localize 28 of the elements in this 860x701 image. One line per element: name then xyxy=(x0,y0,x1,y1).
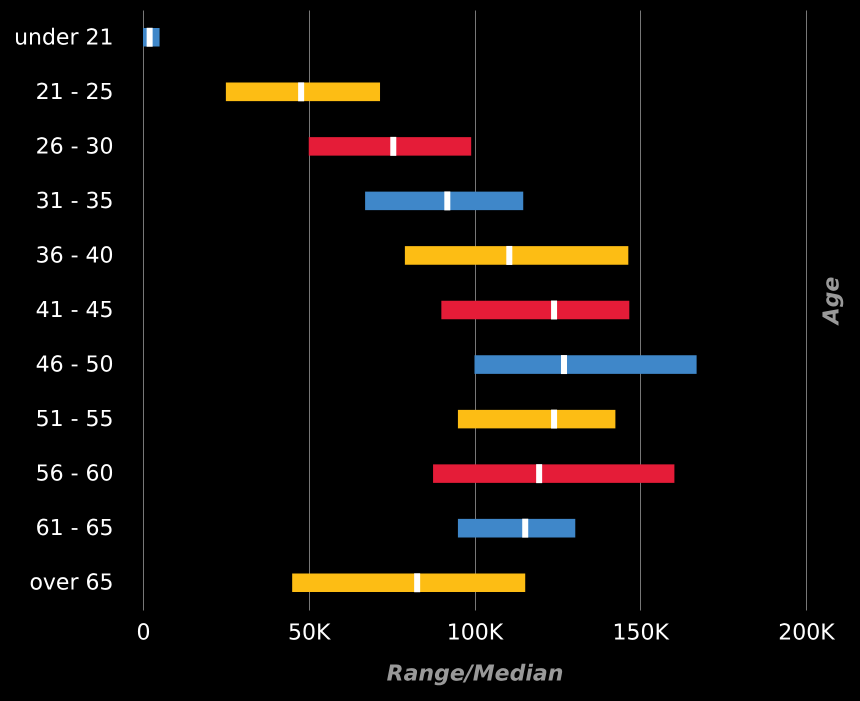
x-tick-label: 50K xyxy=(288,620,332,646)
y-tick-label: 21 - 25 xyxy=(36,80,114,105)
bar xyxy=(308,137,472,156)
bar xyxy=(441,300,630,320)
y-tick-label: 41 - 45 xyxy=(36,298,114,323)
bar xyxy=(292,573,526,592)
bar xyxy=(474,355,697,374)
x-tick-label: 0 xyxy=(136,620,150,646)
x-tick-label: 200K xyxy=(778,620,836,646)
y-axis-title: Age xyxy=(820,276,844,326)
y-tick-label: over 65 xyxy=(29,570,114,596)
y-tick-label: 61 - 65 xyxy=(36,516,114,542)
x-tick-label: 100K xyxy=(446,620,504,646)
bar xyxy=(433,464,674,483)
x-tick-label: 150K xyxy=(612,620,670,646)
y-tick-label: 56 - 60 xyxy=(36,462,114,487)
bar xyxy=(404,246,628,265)
y-tick-label: 36 - 40 xyxy=(36,243,114,268)
y-tick-label: under 21 xyxy=(14,25,114,50)
bar xyxy=(458,410,616,428)
bar xyxy=(365,192,524,210)
x-axis-title: Range/Median xyxy=(386,662,564,686)
bar xyxy=(458,518,576,538)
y-tick-label: 46 - 50 xyxy=(36,352,114,378)
y-tick-label: 51 - 55 xyxy=(36,407,114,432)
y-tick-label: 31 - 35 xyxy=(36,188,114,214)
bar xyxy=(226,82,380,102)
y-tick-label: 26 - 30 xyxy=(36,134,114,160)
